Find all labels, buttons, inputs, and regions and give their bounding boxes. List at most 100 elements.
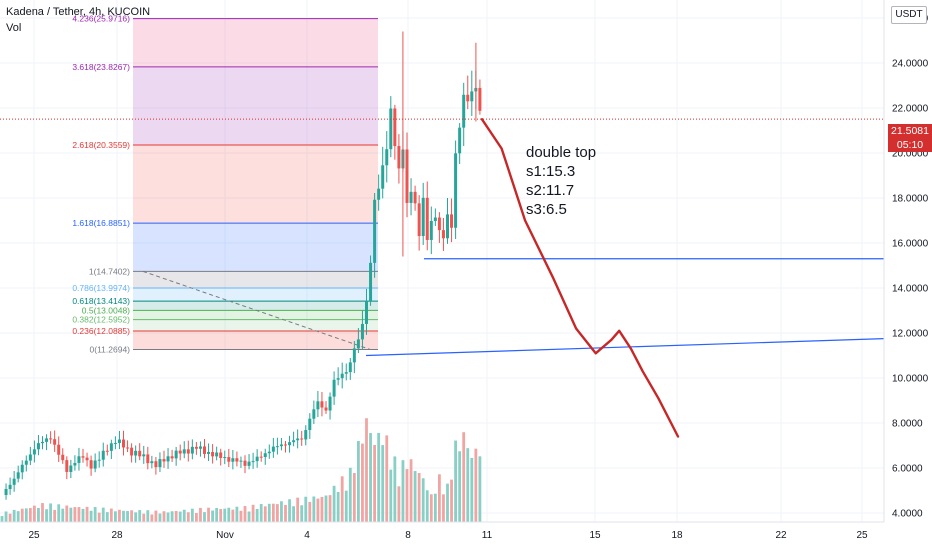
candle-body [450, 214, 454, 228]
candle-body [328, 396, 332, 411]
volume-bar [344, 490, 348, 522]
price-tick-label: 18.0000 [892, 194, 929, 205]
volume-bar [37, 507, 40, 522]
fib-zone [133, 223, 378, 272]
candle-body [429, 220, 433, 240]
candle-body [344, 372, 348, 374]
candle-body [105, 450, 109, 452]
candle-body [69, 465, 73, 472]
volume-bar [126, 511, 129, 522]
candle-body [170, 456, 174, 459]
volume-bar [211, 510, 214, 522]
candle-body [389, 108, 393, 150]
grid [0, 0, 884, 522]
volume-bar [130, 510, 133, 522]
candle-body [324, 407, 328, 411]
candle-body [93, 460, 97, 469]
volume-bar [85, 506, 89, 522]
candle-body [441, 230, 445, 239]
volume-bar [373, 445, 376, 522]
volume-bar [446, 483, 449, 522]
time-tick-label: 25 [28, 530, 40, 541]
candle-body [36, 443, 40, 450]
volume-bar [442, 494, 445, 522]
candle-body [186, 449, 190, 454]
candle-body [470, 91, 474, 102]
candle-body [207, 452, 211, 454]
fib-zone [133, 301, 378, 311]
candle-body [138, 450, 142, 457]
volume-bar [146, 510, 150, 522]
fib-level-label: 3.618(23.8267) [72, 62, 130, 72]
volume-bar [454, 440, 457, 522]
volume-bar [190, 508, 194, 522]
volume-bar [429, 494, 433, 522]
candle-body [247, 461, 251, 466]
volume-bar [478, 456, 482, 522]
volume-bar [267, 503, 271, 522]
candle-body [267, 451, 271, 454]
candle-body [405, 149, 409, 203]
volume-bar [381, 445, 385, 522]
price-axis: 26.000024.000022.000020.000018.000016.00… [883, 0, 932, 550]
candle-body [146, 454, 150, 464]
volume-bar [308, 501, 312, 522]
candle-body [425, 197, 429, 240]
candle-body [263, 453, 267, 458]
candle-body [466, 94, 470, 102]
time-tick-label: 15 [589, 530, 601, 541]
volume-bar [73, 507, 77, 522]
support-line-s2 [365, 338, 885, 357]
volume-bar [433, 493, 437, 522]
candle-body [227, 457, 231, 462]
fib-level-label: 0.236(12.0885) [72, 326, 130, 336]
candle-body [49, 438, 53, 440]
fibonacci-retracement: 4.236(25.9716) 3.618(23.8267) 2.618(20.355… [72, 14, 378, 354]
volume-bar [0, 516, 4, 522]
volume-bar [53, 509, 57, 522]
candle-body [154, 461, 158, 468]
volume-bar [271, 503, 275, 522]
volume-bar [397, 486, 401, 522]
volume-bar [235, 506, 239, 522]
volume-bar [328, 495, 332, 522]
candle-body [41, 441, 44, 444]
volume-bars [0, 418, 482, 522]
volume-bar [45, 509, 48, 522]
fib-zone [133, 18, 378, 67]
fib-level-label: 1(14.7402) [89, 266, 130, 276]
volume-bar [288, 499, 291, 522]
candle-body [117, 439, 121, 443]
volume-bar [33, 505, 36, 522]
fib-level-label: 1.618(16.8851) [72, 218, 130, 228]
fib-level-label: 2.618(20.3559) [72, 140, 130, 150]
candle-body [255, 456, 259, 462]
candle-body [292, 440, 296, 443]
volume-bar [259, 504, 263, 522]
bar-countdown: 05:10 [896, 139, 924, 151]
volume-bar [150, 514, 154, 522]
candle-body [211, 452, 215, 457]
candle-body [190, 446, 194, 454]
volume-bar [162, 511, 166, 522]
price-tick-label: 4.0000 [892, 509, 923, 520]
price-tick-label: 24.0000 [892, 59, 929, 70]
candle-body [304, 430, 308, 440]
volume-bar [105, 512, 109, 522]
currency-unit-button[interactable]: USDT [891, 6, 927, 24]
candle-body [393, 108, 397, 147]
volume-indicator-label[interactable]: Vol [6, 22, 22, 34]
candle-body [437, 217, 441, 231]
candle-body [320, 401, 324, 408]
candle-body [458, 127, 462, 154]
volume-bar [223, 508, 227, 522]
candle-body [433, 217, 437, 221]
volume-bar [357, 440, 360, 522]
fib-level-label: 0.5(13.0048) [82, 305, 130, 315]
candle-body [194, 446, 198, 449]
volume-bar [361, 443, 364, 522]
candle-body [122, 439, 125, 448]
price-tick-label: 20.0000 [892, 149, 929, 160]
volume-bar [12, 509, 16, 522]
